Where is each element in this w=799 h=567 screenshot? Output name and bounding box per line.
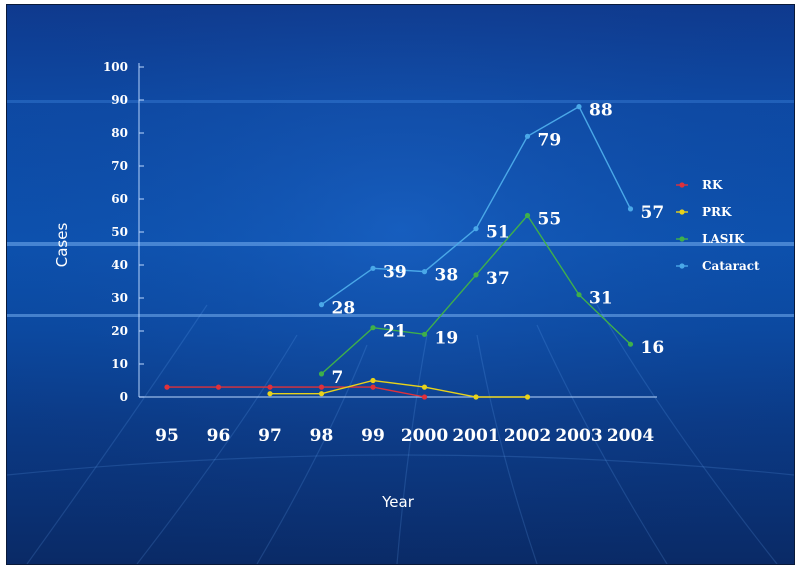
- y-tick-label: 30: [111, 291, 128, 305]
- decorative-band: [7, 242, 794, 246]
- y-tick-label: 20: [111, 324, 128, 338]
- background-glow: [7, 5, 794, 564]
- y-tick-label: 40: [111, 258, 128, 272]
- data-label-lasik: 55: [538, 210, 562, 230]
- legend-marker-prk: [679, 209, 685, 215]
- y-tick-label: 10: [111, 357, 128, 371]
- point-rk: [215, 384, 222, 390]
- data-label-lasik: 19: [435, 328, 459, 348]
- legend-label-cataract: Cataract: [702, 259, 760, 273]
- point-lasik: [421, 331, 428, 337]
- point-lasik: [524, 212, 531, 219]
- point-rk: [318, 384, 325, 390]
- legend-label-rk: RK: [702, 178, 723, 192]
- x-tick-label: 95: [155, 426, 179, 446]
- decorative-globe-arcs: [7, 304, 794, 564]
- y-tick-label: 60: [111, 192, 128, 206]
- x-tick-label: 2003: [555, 426, 602, 446]
- chart-frame: 0 10 20 30 40 50 60 70 80 90 100 95 96 97 98 99 2000 2001…: [6, 4, 795, 565]
- x-tick-label: 2002: [504, 426, 551, 446]
- axes: 0 10 20 30 40 50 60 70 80 90 100 95 96 97 98 99 2000 2001…: [103, 60, 657, 446]
- point-lasik: [370, 325, 376, 331]
- legend-marker-rk: [679, 182, 685, 188]
- x-axis-title: Year: [381, 493, 415, 511]
- point-prk: [318, 391, 325, 397]
- data-label-cataract: 28: [332, 299, 356, 319]
- x-tick-label: 97: [258, 426, 282, 446]
- data-label-lasik: 7: [332, 368, 344, 388]
- y-tick-label: 70: [111, 159, 128, 173]
- point-cataract: [370, 265, 376, 271]
- legend-label-prk: PRK: [702, 205, 732, 219]
- point-cataract: [627, 206, 634, 212]
- x-tick-label: 2000: [401, 426, 448, 446]
- data-label-cataract: 51: [486, 223, 510, 243]
- x-tick-label: 2004: [607, 426, 654, 446]
- point-cataract: [421, 269, 428, 275]
- y-tick-label: 100: [103, 60, 128, 74]
- data-label-cataract: 39: [383, 262, 407, 282]
- y-tick-label: 90: [111, 93, 128, 107]
- point-prk: [370, 377, 376, 384]
- x-tick-label: 99: [361, 426, 385, 446]
- data-label-cataract: 79: [538, 130, 562, 150]
- y-tick-label: 50: [111, 225, 128, 239]
- point-cataract: [473, 226, 479, 232]
- x-tick-label: 2001: [452, 426, 499, 446]
- data-label-lasik: 37: [486, 269, 510, 289]
- point-rk: [164, 384, 170, 390]
- point-cataract: [524, 133, 531, 139]
- point-cataract: [576, 104, 582, 110]
- point-lasik: [627, 341, 634, 347]
- point-cataract: [318, 302, 325, 308]
- data-labels: 7 21 19 37 55 31 16 28 39 38 51 79 88 57: [332, 101, 665, 388]
- series-layer: [164, 104, 634, 400]
- x-tick-label: 98: [310, 426, 334, 446]
- y-tick-label: 0: [120, 390, 128, 404]
- point-prk: [267, 391, 273, 397]
- data-label-lasik: 21: [383, 322, 407, 342]
- point-rk: [421, 394, 428, 400]
- point-lasik: [318, 371, 325, 377]
- data-label-cataract: 57: [641, 203, 665, 223]
- series-line-prk: [270, 379, 528, 398]
- line-chart: 0 10 20 30 40 50 60 70 80 90 100 95 96 97 98 99 2000 2001…: [7, 5, 794, 564]
- data-label-cataract: 88: [589, 101, 613, 121]
- decorative-band: [7, 100, 794, 103]
- point-rk: [370, 384, 376, 390]
- y-axis-title: Cases: [53, 223, 71, 268]
- point-prk: [473, 394, 479, 400]
- legend-label-lasik: LASIK: [702, 232, 745, 246]
- decorative-band: [7, 314, 794, 317]
- point-lasik: [473, 272, 479, 278]
- point-lasik: [576, 292, 582, 298]
- series-line-rk: [167, 386, 425, 398]
- point-prk: [524, 394, 531, 400]
- legend: RK PRK LASIK Cataract: [676, 178, 760, 273]
- data-label-cataract: 38: [435, 266, 459, 286]
- data-label-lasik: 16: [641, 338, 665, 358]
- x-tick-label: 96: [207, 426, 231, 446]
- data-label-lasik: 31: [589, 289, 613, 309]
- point-prk: [421, 384, 428, 390]
- y-tick-label: 80: [111, 126, 128, 140]
- legend-marker-cataract: [679, 263, 685, 269]
- point-rk: [267, 384, 273, 390]
- legend-marker-lasik: [679, 236, 685, 242]
